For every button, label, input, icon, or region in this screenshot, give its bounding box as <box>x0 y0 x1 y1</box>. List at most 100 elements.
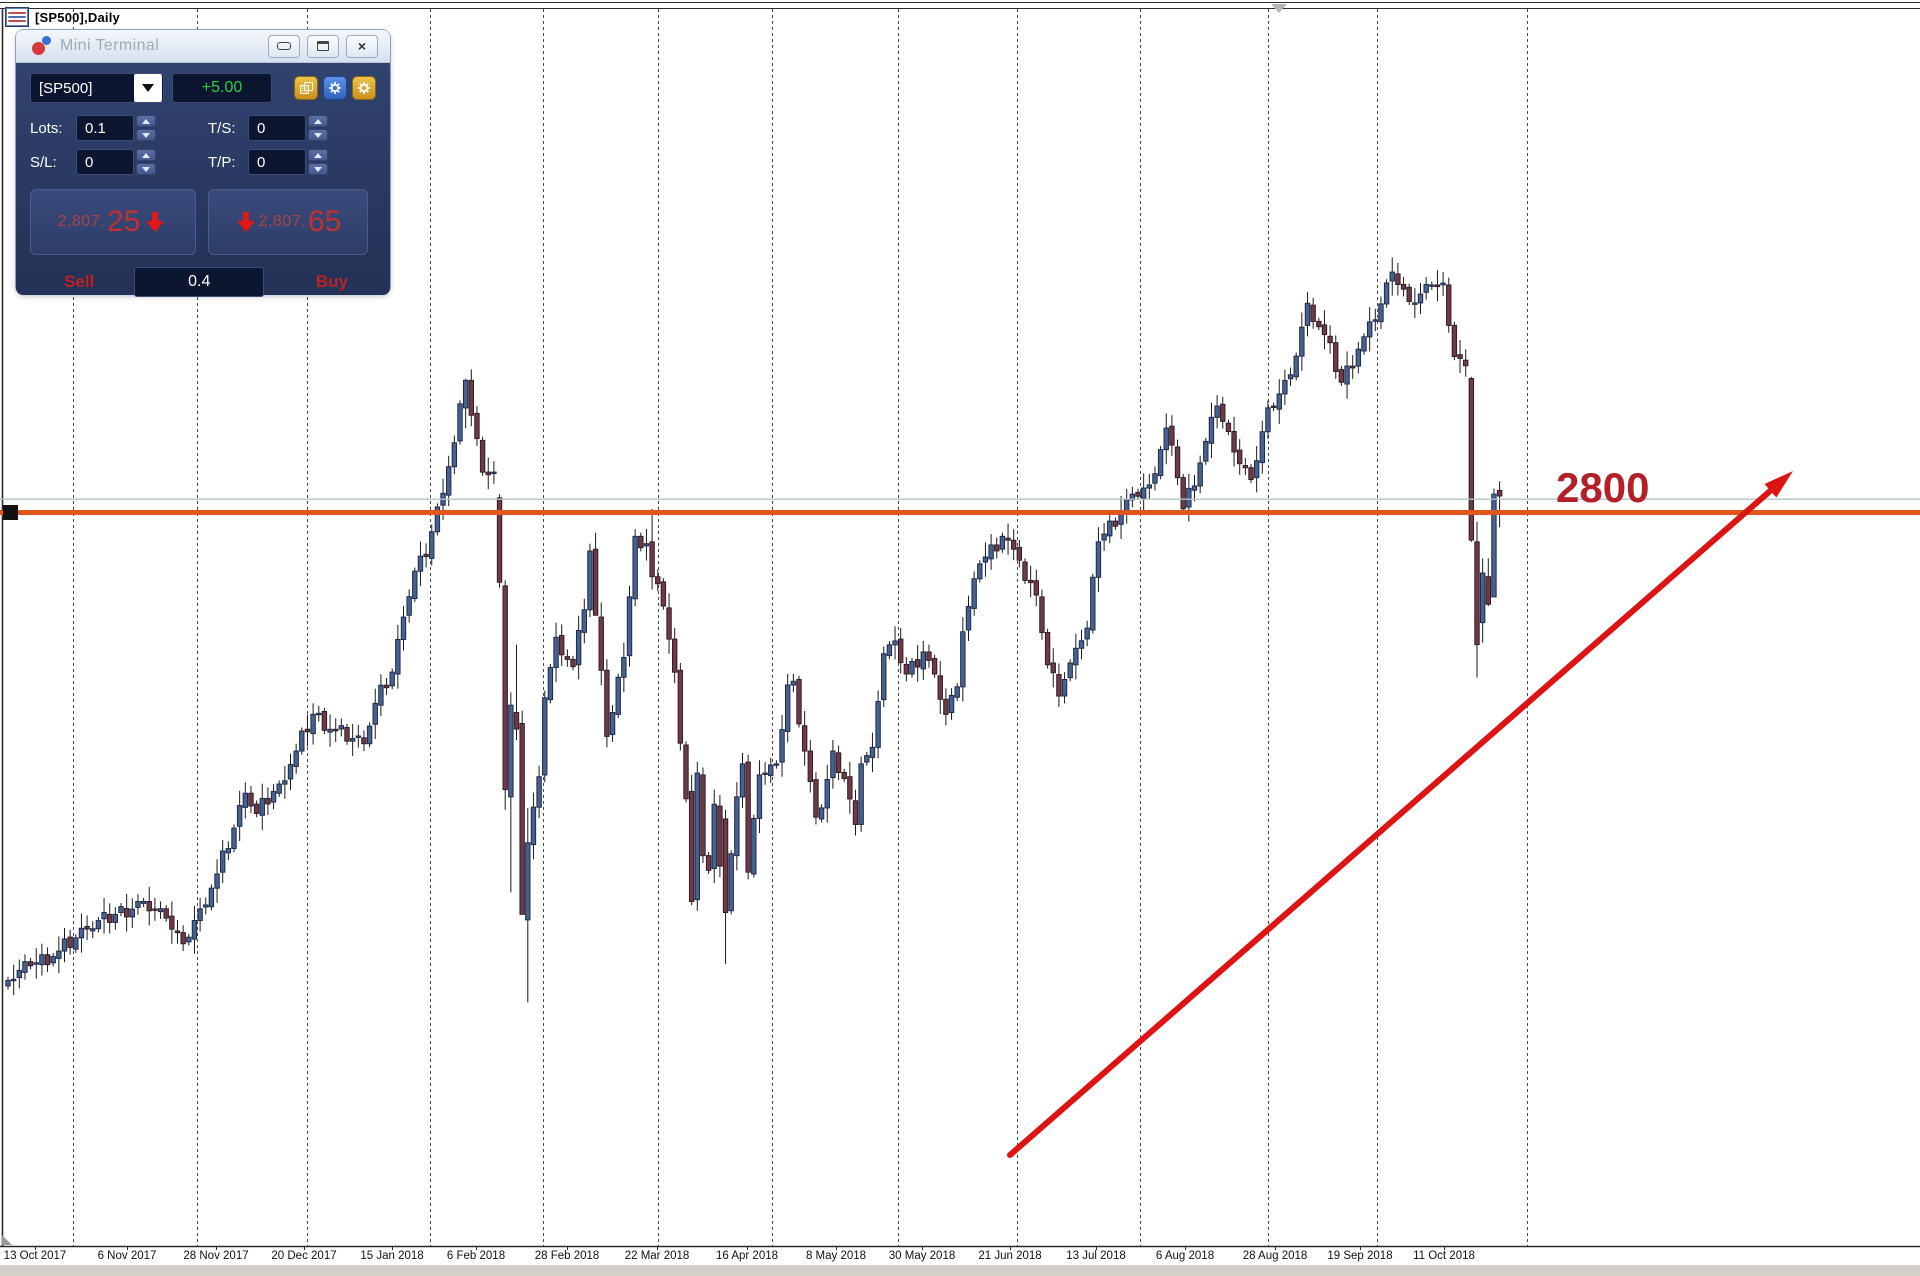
candle-bull <box>33 962 39 965</box>
candle-bull <box>756 774 763 819</box>
sl-input[interactable]: 0 <box>76 149 134 175</box>
symbol-dropdown-button[interactable] <box>134 74 162 102</box>
x-axis-label: 6 Aug 2018 <box>1156 1250 1214 1262</box>
tools-button[interactable] <box>352 76 376 100</box>
candle-bear <box>683 744 689 800</box>
price-annotation-2800[interactable]: 2800 <box>1556 464 1649 511</box>
candle-bull <box>739 763 746 798</box>
candle-bull <box>157 908 164 913</box>
candle-bear <box>1338 369 1345 383</box>
sl-label: S/L: <box>30 153 57 171</box>
candle-bull <box>728 853 734 912</box>
spread-display: 0.4 <box>134 267 265 297</box>
candle-bull <box>236 805 243 827</box>
candle-bull <box>434 506 441 533</box>
chart-document-icon <box>6 8 28 26</box>
duplicate-windows-button[interactable] <box>294 76 318 100</box>
gear-icon <box>329 82 341 94</box>
candle-bear <box>1022 561 1028 581</box>
candle-bull <box>779 729 785 763</box>
sell-button[interactable]: Sell <box>64 272 95 291</box>
candle-bear <box>496 497 503 583</box>
candle-bear <box>655 576 661 585</box>
candle-bear <box>84 925 90 930</box>
ts-input[interactable]: 0 <box>248 115 306 141</box>
candle-bear <box>604 669 610 737</box>
candle-bear <box>1270 405 1277 408</box>
buy-price-button[interactable]: 2,807. 65 <box>208 189 368 255</box>
candle-bull <box>129 908 136 918</box>
stepper-up-button[interactable] <box>308 149 328 161</box>
candle-bull <box>1090 576 1096 631</box>
chart-shift-marker-icon <box>1271 4 1287 13</box>
symbol-select[interactable]: [SP500] <box>30 73 164 103</box>
candle-bull <box>208 887 215 908</box>
candle-bear <box>570 658 576 668</box>
candle-bull <box>536 776 542 808</box>
candle-bear <box>1485 576 1491 605</box>
x-axis-label: 11 Oct 2018 <box>1413 1250 1475 1262</box>
stepper-up-button[interactable] <box>136 149 156 161</box>
candle-bull <box>203 904 209 908</box>
candle-bull <box>316 712 322 716</box>
candle-bear <box>1310 304 1316 322</box>
candle-bear <box>564 656 571 660</box>
candle-bear <box>1231 431 1237 453</box>
candle-bear <box>841 772 847 780</box>
lots-stepper <box>136 115 156 141</box>
stepper-up-button[interactable] <box>308 115 328 127</box>
line-anchor-handle[interactable] <box>3 505 18 520</box>
maximize-button[interactable] <box>307 34 339 58</box>
candle-bear <box>1180 477 1186 510</box>
candle-bull <box>694 772 700 901</box>
candle-bull <box>920 651 926 670</box>
sell-price-button[interactable]: 2,807. 25 <box>30 189 196 255</box>
gear-icon <box>358 82 370 94</box>
candle-bull <box>1191 485 1198 491</box>
candle-bear <box>67 936 73 948</box>
candle-bull <box>508 704 514 798</box>
stepper-down-button[interactable] <box>308 163 328 175</box>
stepper-down-button[interactable] <box>308 129 328 141</box>
candle-bull <box>214 873 220 889</box>
stepper-down-button[interactable] <box>136 163 156 175</box>
candle-bear <box>1248 467 1254 480</box>
candle-bear <box>700 774 706 857</box>
candle-bull <box>50 956 56 964</box>
candle-bull <box>327 728 333 733</box>
candle-bear <box>898 638 904 664</box>
x-axis-label: 22 Mar 2018 <box>625 1250 690 1262</box>
tp-stepper <box>308 149 328 175</box>
candle-bear <box>1044 632 1051 666</box>
candle-bull <box>960 631 966 688</box>
candle-bull <box>881 653 887 701</box>
candle-bull <box>73 937 79 950</box>
mini-terminal-titlebar[interactable]: Mini Terminal × <box>16 30 390 63</box>
horizontal-line-2800[interactable] <box>0 510 1920 515</box>
candle-bear <box>649 541 655 578</box>
stepper-down-button[interactable] <box>136 129 156 141</box>
buy-button[interactable]: Buy <box>315 272 348 291</box>
candle-bear <box>1220 403 1226 422</box>
candle-bull <box>609 712 616 736</box>
mini-terminal-title: Mini Terminal <box>60 37 160 54</box>
sell-price-big: 25 <box>107 205 141 238</box>
candle-bull <box>909 661 915 675</box>
tp-label: T/P: <box>208 153 236 171</box>
triangle-up-icon <box>142 118 150 124</box>
candle-bull <box>186 936 192 943</box>
candle-bear <box>807 750 813 783</box>
candle-bull <box>90 928 96 932</box>
close-button[interactable]: × <box>346 34 378 58</box>
candle-bear <box>598 616 604 671</box>
minimize-button[interactable] <box>268 34 300 58</box>
trend-arrow-line[interactable] <box>1007 487 1774 1158</box>
settings-button[interactable] <box>323 76 347 100</box>
stepper-up-button[interactable] <box>136 115 156 127</box>
candle-bull <box>875 701 881 748</box>
x-axis-label: 8 May 2018 <box>806 1250 866 1262</box>
candle-bull <box>1186 487 1192 508</box>
lots-input[interactable]: 0.1 <box>76 115 134 141</box>
tp-input[interactable]: 0 <box>248 149 306 175</box>
